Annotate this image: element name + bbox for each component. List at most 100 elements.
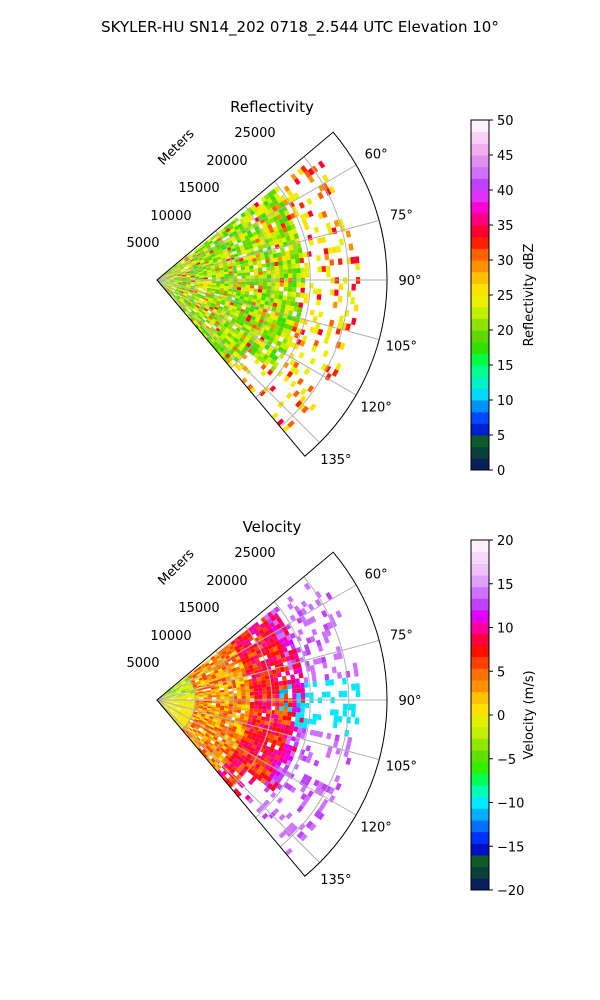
colorbar-swatch (471, 201, 489, 214)
range-ring (230, 205, 273, 369)
colorbar-swatch (471, 761, 489, 774)
azimuth-tick-label: 120° (360, 821, 391, 836)
azimuth-tick-label: 135° (320, 873, 351, 888)
colorbar-swatch (471, 540, 489, 553)
azimuth-tick-label: 75° (390, 209, 413, 224)
colorbar-swatch (471, 796, 489, 809)
radial-tick-label: 10000 (150, 629, 191, 644)
colorbar-swatch (471, 738, 489, 751)
azimuth-tick-label: 60° (365, 148, 388, 163)
colorbar-tick-label: 15 (497, 578, 514, 593)
colorbar-swatch (471, 131, 489, 144)
radial-tick-label: 5000 (126, 656, 159, 671)
colorbar-swatch (471, 831, 489, 844)
colorbar-tick-label: 10 (497, 622, 514, 637)
azimuth-gridline (156, 279, 320, 443)
radial-tick-label: 25000 (234, 546, 275, 561)
sector-outline (156, 131, 388, 457)
azimuth-gridline (156, 164, 357, 281)
range-ring (279, 156, 350, 428)
azimuth-tick-label: 75° (390, 629, 413, 644)
colorbar-tick-label: 20 (497, 534, 514, 549)
colorbar-swatch (471, 213, 489, 226)
colorbar-swatch (471, 855, 489, 868)
colorbar-swatch (471, 283, 489, 296)
reflectivity-panel: Reflectivity 5000 10000 15000 20000 25000 Mete… (126, 98, 537, 479)
azimuth-gridline (156, 699, 380, 761)
radial-tick-label: 25000 (234, 126, 275, 141)
colorbar-swatch (471, 166, 489, 179)
azimuth-tick-label: 90° (398, 694, 421, 709)
colorbar-swatch (471, 551, 489, 564)
colorbar-tick-label: 5 (497, 429, 505, 444)
colorbar-swatch (471, 703, 489, 716)
colorbar-tick-label: 0 (497, 464, 505, 479)
colorbar-swatch (471, 400, 489, 413)
colorbar-swatch (471, 575, 489, 588)
colorbar-swatch (471, 691, 489, 704)
colorbar-tick-label: −5 (497, 753, 516, 768)
range-ring (230, 625, 273, 789)
colorbar-swatch (471, 621, 489, 634)
colorbar-tick-label: −10 (497, 797, 524, 812)
colorbar: 0 5 10 15 20 25 30 35 40 45 50 Reflectivity dBZ (470, 114, 537, 479)
colorbar-tick-label: 10 (497, 394, 514, 409)
colorbar-swatch (471, 458, 489, 471)
colorbar-swatch (471, 668, 489, 681)
colorbar-label: Velocity (m/s) (522, 670, 537, 759)
azimuth-gridline (156, 279, 380, 341)
azimuth-gridline (156, 639, 380, 701)
colorbar-swatch (471, 633, 489, 646)
colorbar-swatch (471, 446, 489, 459)
colorbar-swatch (471, 726, 489, 739)
range-ring (255, 181, 311, 398)
colorbar-swatch (471, 435, 489, 448)
azimuth-tick-label: 60° (365, 568, 388, 583)
colorbar-swatch (471, 423, 489, 436)
colorbar-swatch (471, 878, 489, 891)
colorbar-swatch (471, 190, 489, 203)
colorbar-swatch (471, 563, 489, 576)
colorbar-tick-label: 5 (497, 665, 505, 680)
velocity-title: Velocity (243, 518, 302, 536)
range-ring (205, 650, 235, 760)
colorbar-swatch (471, 248, 489, 261)
azimuth-tick-label: 105° (386, 759, 417, 774)
colorbar-swatch (471, 120, 489, 133)
azimuth-tick-label: 105° (386, 339, 417, 354)
azimuth-gridline (156, 699, 357, 816)
radial-tick-label: 20000 (206, 574, 247, 589)
colorbar-swatch (471, 341, 489, 354)
colorbar-tick-label: 20 (497, 324, 514, 339)
colorbar-tick-label: 0 (497, 709, 505, 724)
colorbar-swatch (471, 260, 489, 273)
colorbar-swatch (471, 785, 489, 798)
colorbar-swatch (471, 773, 489, 786)
colorbar-swatch (471, 411, 489, 424)
radial-axis-label: Meters (156, 546, 198, 588)
colorbar-swatch (471, 295, 489, 308)
colorbar-swatch (471, 645, 489, 658)
colorbar-swatch (471, 330, 489, 343)
colorbar-tick-label: 50 (497, 114, 514, 129)
colorbar-swatch (471, 656, 489, 669)
colorbar-swatch (471, 680, 489, 693)
colorbar-swatch (471, 586, 489, 599)
colorbar-label: Reflectivity dBZ (522, 244, 537, 347)
colorbar-swatch (471, 750, 489, 763)
colorbar-swatch (471, 376, 489, 389)
colorbar-swatch (471, 715, 489, 728)
radial-tick-label: 20000 (206, 154, 247, 169)
colorbar-swatch (471, 318, 489, 331)
range-ring (205, 230, 235, 340)
colorbar: −20 −15 −10 −5 0 5 10 15 20 Velocity (m/s) (470, 534, 537, 899)
reflectivity-title: Reflectivity (230, 98, 314, 116)
colorbar-swatch (471, 236, 489, 249)
colorbar-swatch (471, 820, 489, 833)
colorbar-tick-label: 45 (497, 149, 514, 164)
colorbar-swatch (471, 808, 489, 821)
colorbar-tick-label: 25 (497, 289, 514, 304)
colorbar-swatch (471, 610, 489, 623)
figure-title: SKYLER-HU SN14_202 0718_2.544 UTC Elevat… (101, 18, 499, 37)
